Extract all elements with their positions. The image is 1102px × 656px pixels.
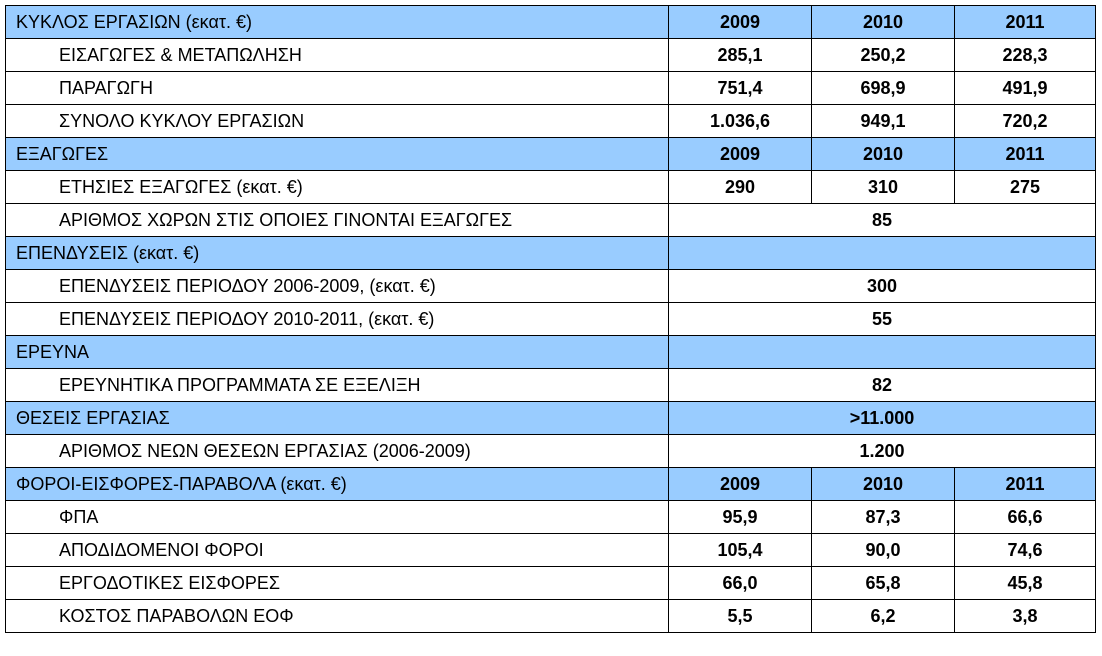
row-label: ΑΡΙΘΜΟΣ ΝΕΩΝ ΘΕΣΕΩΝ ΕΡΓΑΣΙΑΣ (2006-2009) [5, 434, 669, 468]
table-row: ΚΟΣΤΟΣ ΠΑΡΑΒΟΛΩΝ ΕΟΦ 5,5 6,2 3,8 [5, 599, 1096, 633]
row-label: ΕΡΕΥΝΗΤΙΚΑ ΠΡΟΓΡΑΜΜΑΤΑ ΣΕ ΕΞΕΛΙΞΗ [5, 368, 669, 402]
value-cell: 90,0 [811, 533, 955, 567]
row-label: ΠΑΡΑΓΩΓΗ [5, 71, 669, 105]
value-cell: 74,6 [954, 533, 1096, 567]
table-row: ΑΡΙΘΜΟΣ ΧΩΡΩΝ ΣΤΙΣ ΟΠΟΙΕΣ ΓΙΝΟΝΤΑΙ ΕΞΑΓΩ… [5, 203, 1096, 237]
row-label: ΕΡΓΟΔΟΤΙΚΕΣ ΕΙΣΦΟΡΕΣ [5, 566, 669, 600]
section-header-row: ΕΠΕΝΔΥΣΕΙΣ (εκατ. €) [5, 236, 1096, 270]
value-cell: 3,8 [954, 599, 1096, 633]
section-header-row: ΕΞΑΓΩΓΕΣ 2009 2010 2011 [5, 137, 1096, 171]
row-label: ΚΟΣΤΟΣ ΠΑΡΑΒΟΛΩΝ ΕΟΦ [5, 599, 669, 633]
merged-value-cell: 55 [668, 302, 1096, 336]
value-cell: 66,6 [954, 500, 1096, 534]
table-row: ΑΡΙΘΜΟΣ ΝΕΩΝ ΘΕΣΕΩΝ ΕΡΓΑΣΙΑΣ (2006-2009)… [5, 434, 1096, 468]
table-row: ΕΡΕΥΝΗΤΙΚΑ ΠΡΟΓΡΑΜΜΑΤΑ ΣΕ ΕΞΕΛΙΞΗ 82 [5, 368, 1096, 402]
row-label: ΑΠΟΔΙΔΟΜΕΝΟΙ ΦΟΡΟΙ [5, 533, 669, 567]
value-cell: 275 [954, 170, 1096, 204]
section-header-row: ΘΕΣΕΙΣ ΕΡΓΑΣΙΑΣ >11.000 [5, 401, 1096, 435]
table-row: ΕΠΕΝΔΥΣΕΙΣ ΠΕΡΙΟΔΟΥ 2006-2009, (εκατ. €)… [5, 269, 1096, 303]
value-cell: 6,2 [811, 599, 955, 633]
table-row: ΑΠΟΔΙΔΟΜΕΝΟΙ ΦΟΡΟΙ 105,4 90,0 74,6 [5, 533, 1096, 567]
merged-value-cell: 85 [668, 203, 1096, 237]
section-title: ΦΟΡΟΙ-ΕΙΣΦΟΡΕΣ-ΠΑΡΑΒΟΛΑ (εκατ. €) [5, 467, 669, 501]
section-header-row: ΕΡΕΥΝΑ [5, 335, 1096, 369]
value-cell: 250,2 [811, 38, 955, 72]
table-row: ΕΤΗΣΙΕΣ ΕΞΑΓΩΓΕΣ (εκατ. €) 290 310 275 [5, 170, 1096, 204]
value-cell: 45,8 [954, 566, 1096, 600]
year-header-cell: 2010 [811, 137, 955, 171]
section-title: ΘΕΣΕΙΣ ΕΡΓΑΣΙΑΣ [5, 401, 669, 435]
year-header-cell: 2009 [668, 5, 812, 39]
year-header-cell: 2011 [954, 467, 1096, 501]
year-header-cell: 2009 [668, 467, 812, 501]
section-header-value [668, 236, 1096, 270]
row-label: ΕΠΕΝΔΥΣΕΙΣ ΠΕΡΙΟΔΟΥ 2010-2011, (εκατ. €) [5, 302, 669, 336]
value-cell: 66,0 [668, 566, 812, 600]
section-title: ΚΥΚΛΟΣ ΕΡΓΑΣΙΩΝ (εκατ. €) [5, 5, 669, 39]
value-cell: 1.036,6 [668, 104, 812, 138]
value-cell: 698,9 [811, 71, 955, 105]
value-cell: 228,3 [954, 38, 1096, 72]
value-cell: 87,3 [811, 500, 955, 534]
merged-value-cell: 82 [668, 368, 1096, 402]
statistics-table: ΚΥΚΛΟΣ ΕΡΓΑΣΙΩΝ (εκατ. €) 2009 2010 2011 ΕΙΣ… [5, 5, 1096, 633]
table-row: ΕΡΓΟΔΟΤΙΚΕΣ ΕΙΣΦΟΡΕΣ 66,0 65,8 45,8 [5, 566, 1096, 600]
value-cell: 65,8 [811, 566, 955, 600]
section-header-row: ΦΟΡΟΙ-ΕΙΣΦΟΡΕΣ-ΠΑΡΑΒΟΛΑ (εκατ. €) 2009 201… [5, 467, 1096, 501]
value-cell: 720,2 [954, 104, 1096, 138]
value-cell: 491,9 [954, 71, 1096, 105]
year-header-cell: 2009 [668, 137, 812, 171]
value-cell: 285,1 [668, 38, 812, 72]
row-label: ΦΠΑ [5, 500, 669, 534]
value-cell: 5,5 [668, 599, 812, 633]
section-header-row: ΚΥΚΛΟΣ ΕΡΓΑΣΙΩΝ (εκατ. €) 2009 2010 2011 [5, 5, 1096, 39]
value-cell: 949,1 [811, 104, 955, 138]
year-header-cell: 2011 [954, 137, 1096, 171]
section-title: ΕΞΑΓΩΓΕΣ [5, 137, 669, 171]
year-header-cell: 2010 [811, 467, 955, 501]
table-row: ΦΠΑ 95,9 87,3 66,6 [5, 500, 1096, 534]
merged-value-cell: 300 [668, 269, 1096, 303]
value-cell: 751,4 [668, 71, 812, 105]
value-cell: 290 [668, 170, 812, 204]
merged-value-cell: 1.200 [668, 434, 1096, 468]
section-title: ΕΡΕΥΝΑ [5, 335, 669, 369]
section-header-value [668, 335, 1096, 369]
section-title: ΕΠΕΝΔΥΣΕΙΣ (εκατ. €) [5, 236, 669, 270]
row-label: ΕΤΗΣΙΕΣ ΕΞΑΓΩΓΕΣ (εκατ. €) [5, 170, 669, 204]
row-label: ΑΡΙΘΜΟΣ ΧΩΡΩΝ ΣΤΙΣ ΟΠΟΙΕΣ ΓΙΝΟΝΤΑΙ ΕΞΑΓΩ… [5, 203, 669, 237]
table-row: ΕΙΣΑΓΩΓΕΣ & ΜΕΤΑΠΩΛΗΣΗ 285,1 250,2 228,3 [5, 38, 1096, 72]
table-row: ΠΑΡΑΓΩΓΗ 751,4 698,9 491,9 [5, 71, 1096, 105]
table-row: ΣΥΝΟΛΟ ΚΥΚΛΟΥ ΕΡΓΑΣΙΩΝ 1.036,6 949,1 720,2 [5, 104, 1096, 138]
row-label: ΣΥΝΟΛΟ ΚΥΚΛΟΥ ΕΡΓΑΣΙΩΝ [5, 104, 669, 138]
value-cell: 105,4 [668, 533, 812, 567]
year-header-cell: 2010 [811, 5, 955, 39]
row-label: ΕΠΕΝΔΥΣΕΙΣ ΠΕΡΙΟΔΟΥ 2006-2009, (εκατ. €) [5, 269, 669, 303]
row-label: ΕΙΣΑΓΩΓΕΣ & ΜΕΤΑΠΩΛΗΣΗ [5, 38, 669, 72]
table-row: ΕΠΕΝΔΥΣΕΙΣ ΠΕΡΙΟΔΟΥ 2010-2011, (εκατ. €)… [5, 302, 1096, 336]
value-cell: 310 [811, 170, 955, 204]
year-header-cell: 2011 [954, 5, 1096, 39]
section-header-value: >11.000 [668, 401, 1096, 435]
value-cell: 95,9 [668, 500, 812, 534]
